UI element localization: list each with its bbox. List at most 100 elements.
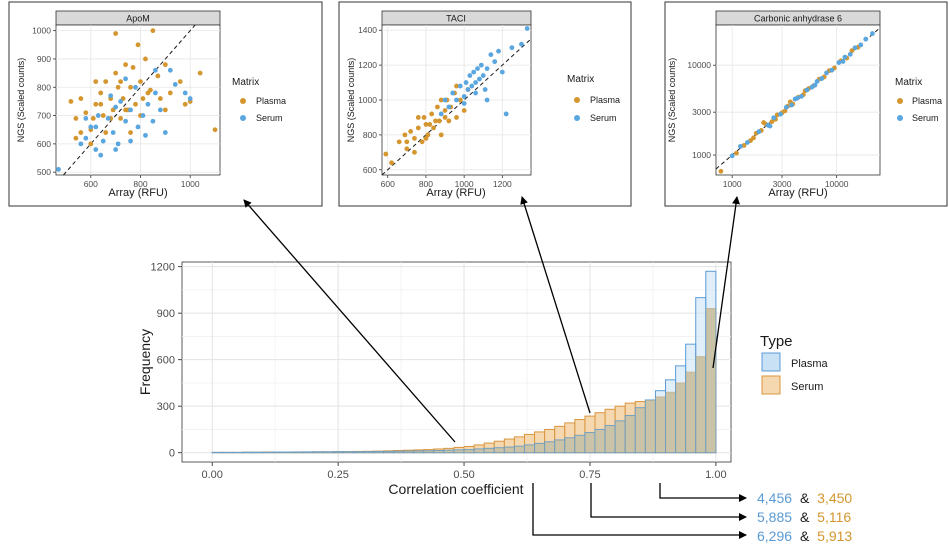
legend-label-serum: Serum	[912, 113, 939, 123]
point-plasma	[123, 108, 128, 113]
point-plasma	[420, 139, 425, 144]
point-serum	[83, 136, 88, 141]
point-plasma	[416, 115, 421, 120]
bar-overlap	[524, 445, 534, 453]
y-tick-label: 10000	[687, 60, 711, 70]
point-serum	[143, 133, 148, 138]
point-serum	[123, 76, 128, 81]
point-plasma	[761, 120, 766, 125]
y-tick-label: 800	[37, 82, 51, 92]
point-plasma	[751, 136, 756, 141]
bar-overlap	[535, 443, 545, 452]
legend-label-plasma: Plasma	[791, 358, 829, 370]
bar-overlap	[494, 448, 504, 453]
point-serum	[848, 52, 853, 57]
point-serum	[479, 63, 484, 68]
y-tick-label: 300	[157, 401, 175, 413]
bar-overlap	[635, 408, 645, 453]
bar-overlap	[434, 451, 444, 453]
point-serum	[870, 31, 875, 36]
point-plasma	[443, 115, 448, 120]
point-plasma	[93, 79, 98, 84]
bar-overlap	[444, 450, 454, 452]
strip-title: ApoM	[126, 14, 150, 24]
point-serum	[730, 153, 735, 158]
point-serum	[525, 26, 530, 31]
callout-counts-0-90: 4,456 & 3,450	[757, 490, 852, 506]
point-serum	[488, 52, 493, 57]
bar-overlap	[394, 451, 404, 452]
y-tick-label: 1000	[358, 95, 377, 105]
x-tick-label: 1000	[181, 179, 200, 189]
point-plasma	[427, 122, 432, 127]
bar-overlap	[283, 452, 293, 453]
ampersand: &	[800, 509, 810, 525]
point-plasma	[113, 31, 118, 36]
strip-title: Carbonic anhydrase 6	[754, 14, 842, 24]
point-serum	[56, 167, 61, 172]
bar-overlap	[514, 446, 524, 453]
bar-overlap	[605, 426, 615, 453]
bar-overlap	[273, 452, 283, 453]
point-serum	[88, 124, 93, 129]
point-serum	[136, 124, 141, 129]
point-serum	[841, 59, 846, 64]
bar-overlap	[343, 452, 353, 453]
legend-key-plasma	[897, 98, 903, 104]
point-serum	[128, 139, 133, 144]
point-serum	[471, 70, 476, 75]
point-serum	[824, 71, 829, 76]
point-plasma	[719, 169, 724, 174]
bar-overlap	[424, 451, 434, 453]
x-tick-label: 600	[381, 179, 395, 189]
point-serum	[853, 45, 858, 50]
y-tick-label: 1200	[151, 262, 175, 274]
legend-label-plasma: Plasma	[256, 96, 286, 106]
bar-overlap	[303, 452, 313, 453]
point-plasma	[404, 146, 409, 151]
legend-title: Matrix	[567, 74, 594, 85]
bar-overlap	[686, 372, 696, 453]
point-serum	[738, 144, 743, 149]
bar-overlap	[595, 429, 605, 452]
point-plasma	[151, 28, 156, 33]
point-serum	[141, 113, 146, 118]
bar-overlap	[625, 415, 635, 452]
point-serum	[108, 93, 113, 98]
y-tick-label: 600	[363, 165, 377, 175]
bar-overlap	[645, 400, 655, 453]
point-serum	[473, 80, 478, 85]
point-plasma	[113, 71, 118, 76]
y-axis-label: Frequency	[137, 329, 153, 395]
point-plasma	[734, 151, 739, 156]
y-tick-label: 900	[37, 54, 51, 64]
x-tick-label: 0.00	[202, 469, 223, 481]
point-plasma	[412, 150, 417, 155]
point-serum	[469, 84, 474, 89]
point-serum	[475, 66, 480, 71]
bar-overlap	[373, 451, 383, 452]
point-serum	[78, 141, 83, 146]
point-serum	[784, 105, 789, 110]
point-serum	[188, 96, 193, 101]
x-axis-label: Array (RFU)	[108, 187, 167, 199]
point-plasma	[78, 96, 83, 101]
bar-overlap	[454, 450, 464, 453]
bar-overlap	[383, 451, 393, 452]
point-serum	[446, 105, 451, 110]
point-serum	[450, 91, 455, 96]
y-axis-label: NGS (Scaled counts)	[16, 58, 26, 143]
y-axis-label: NGS (Scaled counts)	[346, 58, 356, 143]
bar-overlap	[323, 452, 333, 453]
legend-key-plasma	[574, 97, 580, 103]
point-serum	[771, 115, 776, 120]
x-tick-label: 1.00	[705, 469, 726, 481]
x-tick-label: 1200	[493, 179, 512, 189]
point-serum	[836, 60, 841, 65]
point-plasma	[403, 132, 408, 137]
point-plasma	[148, 88, 153, 93]
point-serum	[863, 37, 868, 42]
point-serum	[116, 141, 121, 146]
